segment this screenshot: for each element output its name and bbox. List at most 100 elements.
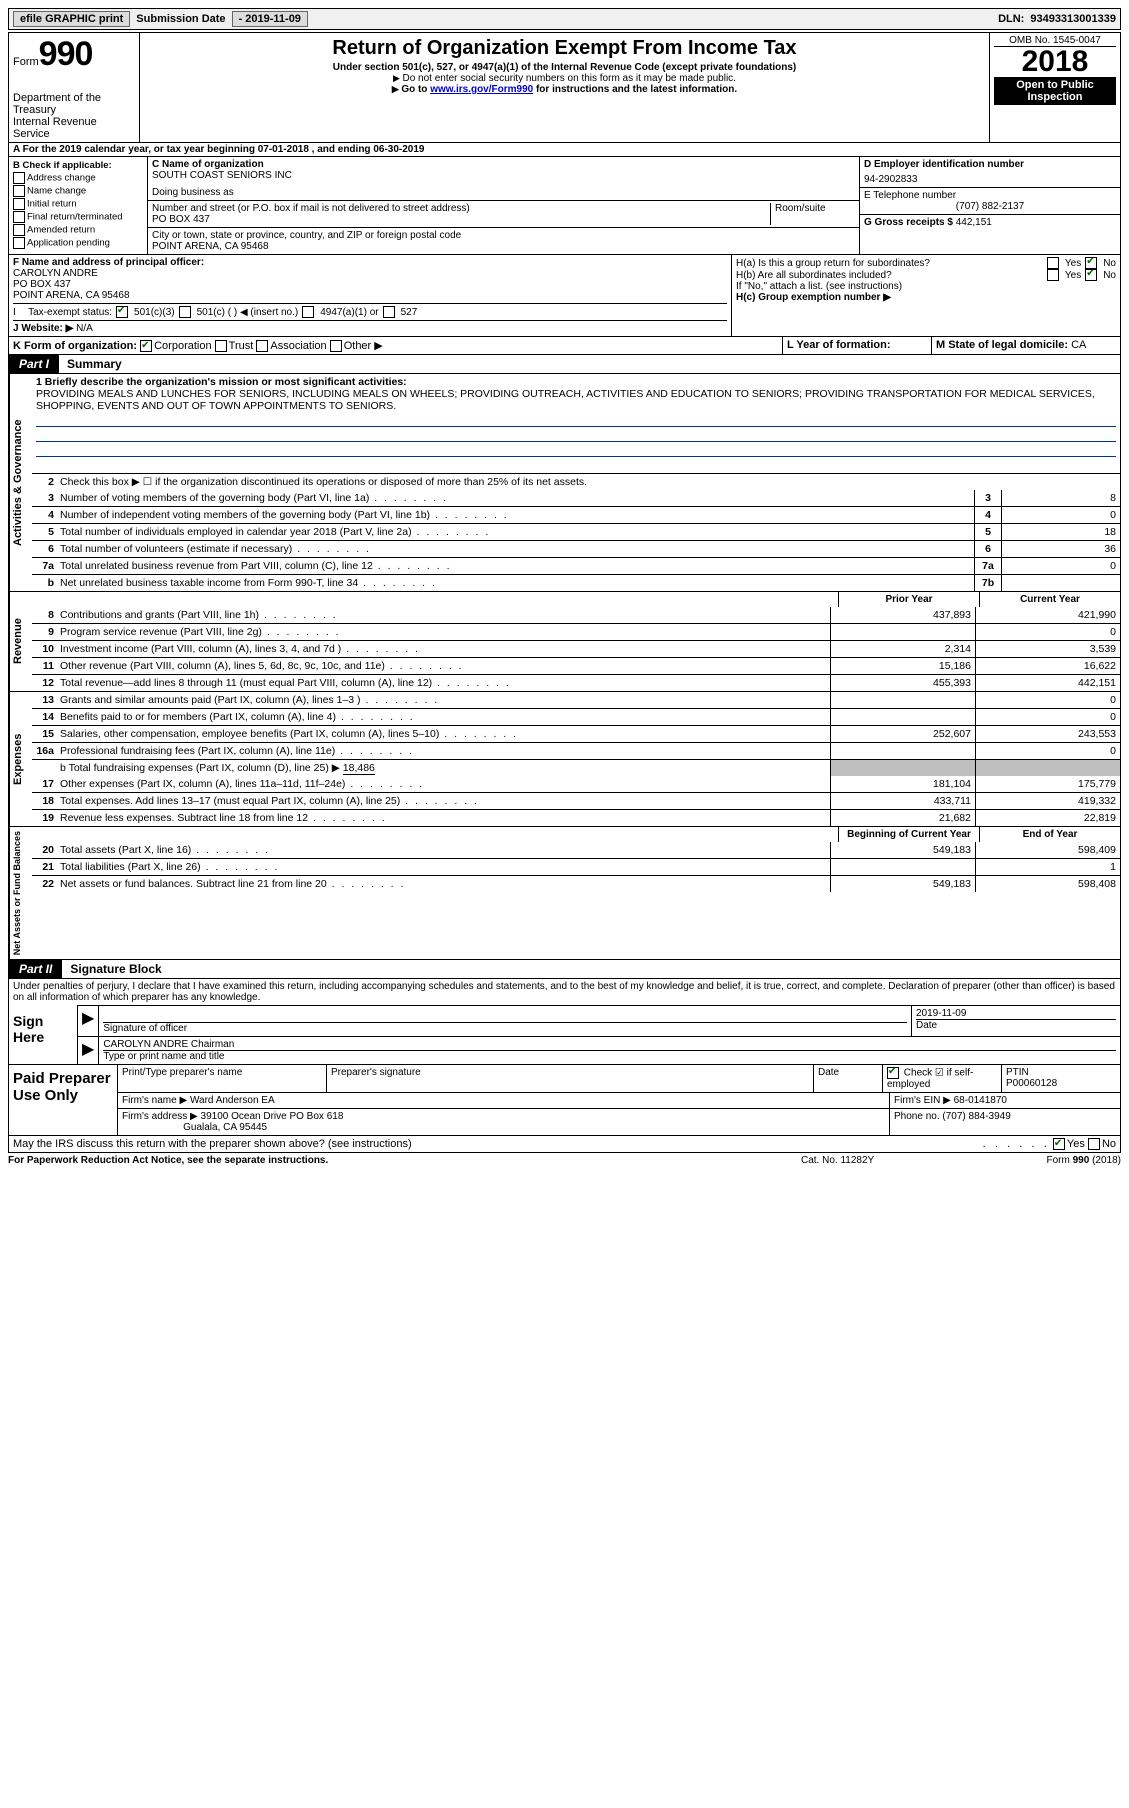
table-row: 3Number of voting members of the governi… — [32, 490, 1120, 506]
phone-label: E Telephone number — [864, 190, 1116, 201]
klm-row: K Form of organization: Corporation Trus… — [8, 337, 1121, 355]
officer-name: CAROLYN ANDRE Chairman — [103, 1039, 1116, 1051]
paid-preparer: Paid Preparer Use Only Print/Type prepar… — [8, 1065, 1121, 1136]
activities-governance: Activities & Governance 1 Briefly descri… — [8, 374, 1121, 592]
table-row: 14Benefits paid to or for members (Part … — [32, 708, 1120, 725]
shaded-cell — [830, 760, 975, 776]
checkbox-icon[interactable] — [13, 198, 25, 210]
part-i-header: Part I Summary — [8, 355, 1121, 374]
gross-value: 442,151 — [956, 217, 992, 228]
arrow-icon: ▶ — [78, 1037, 99, 1064]
paid-preparer-label: Paid Preparer Use Only — [9, 1065, 118, 1135]
firm-name: Ward Anderson EA — [190, 1095, 275, 1106]
header-sub3: Go to www.irs.gov/Form990 for instructio… — [144, 84, 985, 95]
checkbox-discuss-yes[interactable] — [1053, 1138, 1065, 1150]
mission-box: 1 Briefly describe the organization's mi… — [32, 374, 1120, 473]
cb-name: Name change — [13, 185, 143, 197]
table-row: 11Other revenue (Part VIII, column (A), … — [32, 657, 1120, 674]
tax-year: 2018 — [994, 47, 1116, 77]
table-row: 17Other expenses (Part IX, column (A), l… — [32, 776, 1120, 792]
checkbox-assoc[interactable] — [256, 340, 268, 352]
checkbox-4947[interactable] — [302, 306, 314, 318]
street-label: Number and street (or P.O. box if mail i… — [152, 203, 770, 214]
city-box: City or town, state or province, country… — [148, 228, 859, 254]
table-row: 5Total number of individuals employed in… — [32, 523, 1120, 540]
end-year-header: End of Year — [979, 827, 1120, 842]
sign-here-label: Sign Here — [9, 1005, 78, 1064]
website-row: J Website: ▶ N/A — [13, 320, 727, 334]
perjury-declaration: Under penalties of perjury, I declare th… — [9, 979, 1120, 1005]
checkbox-icon[interactable] — [13, 172, 25, 184]
line-16b: b Total fundraising expenses (Part IX, c… — [32, 759, 1120, 776]
checkbox-corp[interactable] — [140, 340, 152, 352]
checkbox-501c[interactable] — [179, 306, 191, 318]
table-row: 7aTotal unrelated business revenue from … — [32, 557, 1120, 574]
sub3-post: for instructions and the latest informat… — [533, 84, 737, 95]
vlabel-net: Net Assets or Fund Balances — [9, 827, 32, 959]
gross-box: G Gross receipts $ 442,151 — [860, 215, 1120, 230]
table-row: 13Grants and similar amounts paid (Part … — [32, 692, 1120, 708]
checkbox-self-employed[interactable] — [887, 1067, 899, 1079]
submission-date-button[interactable]: - 2019-11-09 — [232, 11, 308, 27]
cb-amended: Amended return — [13, 224, 143, 236]
checkbox-icon[interactable] — [13, 224, 25, 236]
paperwork-notice: For Paperwork Reduction Act Notice, see … — [8, 1155, 801, 1166]
table-row: 16aProfessional fundraising fees (Part I… — [32, 742, 1120, 759]
arrow-icon: ▶ — [78, 1006, 99, 1036]
checkbox-ha-yes[interactable] — [1047, 257, 1059, 269]
table-row: 21Total liabilities (Part X, line 26)1 — [32, 858, 1120, 875]
city-label: City or town, state or province, country… — [152, 230, 855, 241]
checkbox-discuss-no[interactable] — [1088, 1138, 1100, 1150]
table-row: 4Number of independent voting members of… — [32, 506, 1120, 523]
col-headers: Prior Year Current Year — [32, 592, 1120, 607]
cb-final: Final return/terminated — [13, 211, 143, 223]
efile-button[interactable]: efile GRAPHIC print — [13, 11, 130, 27]
checkbox-527[interactable] — [383, 306, 395, 318]
l16b-label: b Total fundraising expenses (Part IX, c… — [60, 762, 340, 774]
discuss-question: May the IRS discuss this return with the… — [13, 1138, 983, 1150]
part-i-title: Summary — [59, 357, 122, 371]
prep-sig-header: Preparer's signature — [327, 1065, 814, 1092]
ein-box: D Employer identification number 94-2902… — [860, 157, 1120, 188]
header-right: OMB No. 1545-0047 2018 Open to Public In… — [990, 33, 1120, 142]
current-year-header: Current Year — [979, 592, 1120, 607]
header-sub1: Under section 501(c), 527, or 4947(a)(1)… — [144, 62, 985, 73]
vlabel-governance: Activities & Governance — [9, 374, 32, 591]
checkbox-icon[interactable] — [13, 211, 25, 223]
block-b-title: B Check if applicable: — [13, 160, 143, 171]
form-title: Return of Organization Exempt From Incom… — [144, 37, 985, 60]
dept-irs: Internal Revenue Service — [13, 116, 135, 140]
sig-officer-label: Signature of officer — [103, 1023, 907, 1034]
l-label: L Year of formation: — [787, 339, 891, 351]
org-name: SOUTH COAST SENIORS INC — [152, 170, 855, 181]
prep-phone: (707) 884-3949 — [942, 1111, 1010, 1122]
checkbox-501c3[interactable] — [116, 306, 128, 318]
dept-treasury: Department of the Treasury — [13, 92, 135, 116]
website-value: N/A — [76, 323, 93, 334]
expenses-section: Expenses 13Grants and similar amounts pa… — [8, 692, 1121, 827]
cb-address: Address change — [13, 172, 143, 184]
form990-link[interactable]: www.irs.gov/Form990 — [430, 84, 533, 95]
table-row: 15Salaries, other compensation, employee… — [32, 725, 1120, 742]
otp-line1: Open to Public — [996, 79, 1114, 91]
section-a: A For the 2019 calendar year, or tax yea… — [8, 143, 1121, 157]
table-row: 18Total expenses. Add lines 13–17 (must … — [32, 792, 1120, 809]
checkbox-trust[interactable] — [215, 340, 227, 352]
checkbox-hb-yes[interactable] — [1047, 269, 1059, 281]
org-name-label: C Name of organization — [152, 159, 855, 170]
firm-addr1: 39100 Ocean Drive PO Box 618 — [201, 1111, 344, 1122]
form-ref: Form 990 (2018) — [961, 1155, 1121, 1166]
checkbox-hb-no[interactable] — [1085, 269, 1097, 281]
checkbox-icon[interactable] — [13, 185, 25, 197]
checkbox-other[interactable] — [330, 340, 342, 352]
checkbox-icon[interactable] — [13, 237, 25, 249]
cat-no: Cat. No. 11282Y — [801, 1155, 961, 1166]
prior-year-header: Prior Year — [838, 592, 979, 607]
line-2: 2 Check this box ▶ ☐ if the organization… — [32, 473, 1120, 490]
k-label: K Form of organization: — [13, 340, 137, 352]
phone-value: (707) 882-2137 — [864, 201, 1116, 212]
sig-date-label: Date — [916, 1020, 1116, 1031]
firm-addr2: Gualala, CA 95445 — [183, 1122, 267, 1133]
part-i-tab: Part I — [9, 355, 59, 373]
cb-pending: Application pending — [13, 237, 143, 249]
